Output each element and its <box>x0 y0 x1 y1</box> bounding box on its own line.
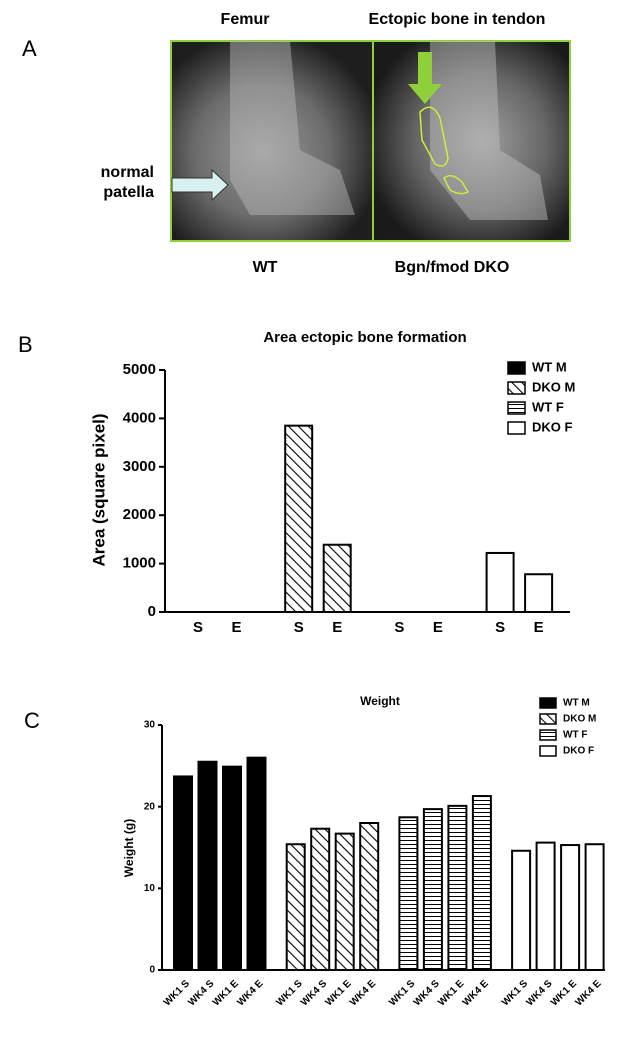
annotation: normal patella <box>100 164 154 201</box>
bar <box>284 424 314 613</box>
legend-label: DKO M <box>532 379 575 394</box>
outline <box>443 175 470 195</box>
y-tick-label: 0 <box>148 603 156 620</box>
xray-image <box>372 40 571 242</box>
panel-label: A <box>22 36 37 61</box>
legend-swatch <box>507 361 526 375</box>
x-tick-label: S <box>495 619 505 636</box>
bar <box>524 573 554 613</box>
x-tick-label: WK1 E <box>436 978 466 1008</box>
y-axis-label: Area (square pixel) <box>89 413 108 566</box>
x-tick-label: E <box>433 619 443 636</box>
x-tick-label: WK1 S <box>275 978 305 1008</box>
bar <box>197 760 218 971</box>
bar <box>310 827 331 972</box>
y-axis-label: Weight (g) <box>122 819 136 877</box>
image-caption: WT <box>253 259 278 276</box>
y-tick-label: 4000 <box>123 409 156 426</box>
y-tick-label: 0 <box>149 965 155 976</box>
legend-label: WT M <box>532 359 567 374</box>
chart-title: Weight <box>360 694 400 708</box>
panel-label: C <box>24 708 40 733</box>
legend-label: DKO F <box>563 746 594 757</box>
x-tick-label: WK1 E <box>211 978 241 1008</box>
legend-swatch <box>507 421 526 435</box>
bar <box>173 775 193 972</box>
x-tick-label: WK1 S <box>387 978 417 1008</box>
bar <box>398 816 419 971</box>
y-tick-label: 3000 <box>123 458 156 475</box>
x-tick-label: WK4 S <box>412 978 442 1008</box>
bar <box>334 832 355 971</box>
bar <box>285 843 306 972</box>
legend-label: WT M <box>563 698 590 709</box>
x-tick-label: WK4 E <box>573 978 603 1008</box>
y-tick-label: 10 <box>144 883 156 894</box>
image-title: Ectopic bone in tendon <box>369 11 546 28</box>
xray-image <box>170 40 374 242</box>
bar <box>246 756 267 972</box>
bar <box>560 844 581 971</box>
x-tick-label: WK4 E <box>235 978 265 1008</box>
x-tick-label: E <box>332 619 342 636</box>
x-tick-label: WK1 E <box>549 978 579 1008</box>
bar <box>471 795 492 971</box>
y-tick-label: 5000 <box>123 361 156 378</box>
image-caption: Bgn/fmod DKO <box>395 259 510 276</box>
legend-swatch <box>539 713 557 725</box>
x-tick-label: E <box>534 619 544 636</box>
x-tick-label: WK1 E <box>324 978 354 1008</box>
bar <box>322 543 352 613</box>
chart-title: Area ectopic bone formation <box>263 329 466 346</box>
x-tick-label: E <box>231 619 241 636</box>
y-tick-label: 2000 <box>123 506 156 523</box>
bar <box>422 808 443 971</box>
legend-swatch <box>507 381 526 395</box>
bar <box>535 841 556 971</box>
outline <box>419 106 449 167</box>
arrow <box>408 52 442 104</box>
bar <box>511 849 532 971</box>
legend-swatch <box>539 697 557 709</box>
image-title: Femur <box>221 11 270 28</box>
x-tick-label: WK4 S <box>186 978 216 1008</box>
y-tick-label: 20 <box>144 801 156 812</box>
y-tick-label: 30 <box>144 720 156 731</box>
arrow <box>171 168 229 202</box>
x-tick-label: WK4 E <box>461 978 491 1008</box>
y-tick-label: 1000 <box>123 555 156 572</box>
legend-label: DKO F <box>532 419 573 434</box>
panel-label: B <box>18 332 33 357</box>
bar <box>447 804 468 971</box>
x-tick-label: WK1 S <box>500 978 530 1008</box>
bar <box>584 843 605 972</box>
legend-label: DKO M <box>563 714 596 725</box>
legend-swatch <box>539 729 557 741</box>
bar <box>485 551 515 614</box>
bone-shape <box>430 41 548 220</box>
x-tick-label: WK4 E <box>348 978 378 1008</box>
x-tick-label: WK1 S <box>162 978 192 1008</box>
legend-swatch <box>539 745 557 757</box>
legend-label: WT F <box>563 730 587 741</box>
x-tick-label: S <box>193 619 203 636</box>
x-tick-label: WK4 S <box>299 978 329 1008</box>
bar <box>222 765 242 972</box>
x-tick-label: S <box>394 619 404 636</box>
bone-shape <box>230 41 355 215</box>
legend-swatch <box>507 401 526 415</box>
bar <box>359 822 380 971</box>
x-tick-label: S <box>294 619 304 636</box>
legend-label: WT F <box>532 399 564 414</box>
x-tick-label: WK4 S <box>524 978 554 1008</box>
